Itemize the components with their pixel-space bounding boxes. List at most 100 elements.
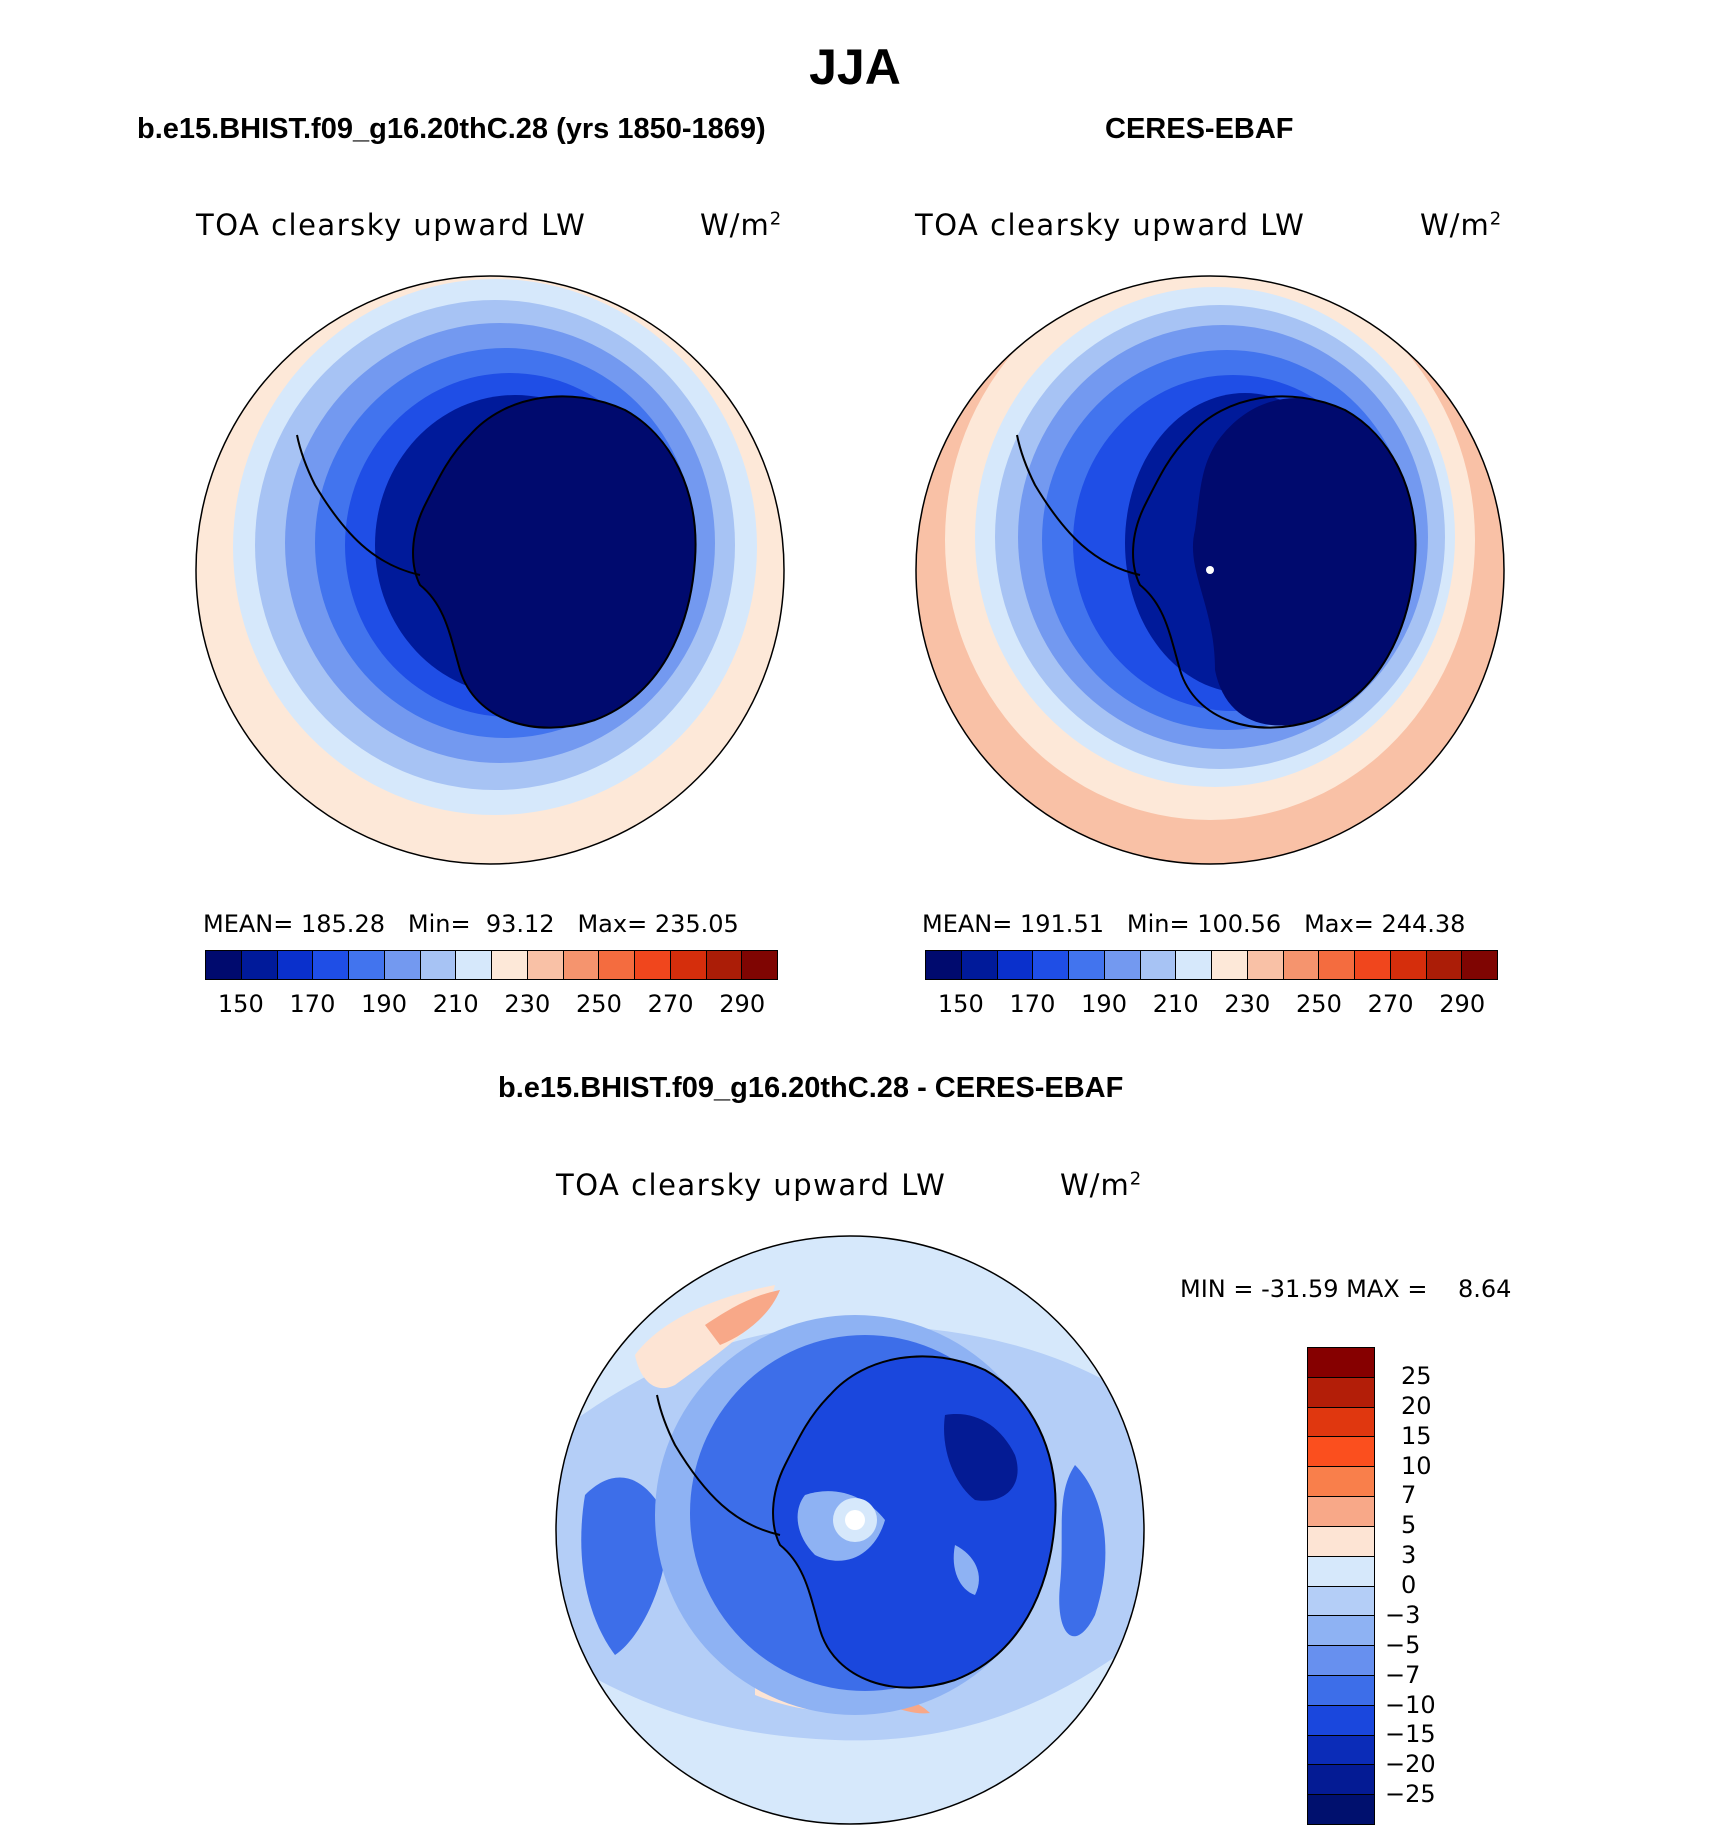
colorbar-tick-label: 190: [1081, 990, 1127, 1018]
colorbar-tick-label: −20: [1385, 1750, 1436, 1779]
colorbar-tick-label: 150: [217, 990, 264, 1018]
model-polar-map: [195, 275, 785, 865]
colorbar-swatch: [1308, 1556, 1374, 1587]
colorbar-swatch: [1308, 1526, 1374, 1557]
model-stats: MEAN= 185.28 Min= 93.12 Max= 235.05: [203, 910, 739, 938]
diff-units-label: W/m2: [1060, 1168, 1143, 1202]
colorbar-swatch: [1308, 1735, 1374, 1766]
colorbar-swatch: [1247, 951, 1284, 979]
colorbar-tick-label: −25: [1385, 1780, 1436, 1809]
colorbar-swatch: [1319, 951, 1355, 979]
colorbar-tick-label: 230: [504, 990, 551, 1018]
colorbar-swatch: [1308, 1377, 1374, 1408]
colorbar-tick-label: 270: [647, 990, 694, 1018]
colorbar-swatch: [742, 951, 777, 979]
colorbar-swatch: [420, 951, 457, 979]
colorbar-swatch: [1176, 951, 1212, 979]
model-variable-label: TOA clearsky upward LW: [196, 208, 587, 242]
model-panel-title: b.e15.BHIST.f09_g16.20thC.28 (yrs 1850-1…: [137, 113, 766, 145]
colorbar-swatch: [1140, 951, 1177, 979]
model-colorbar: [205, 950, 778, 980]
colorbar-swatch: [241, 951, 278, 979]
colorbar-swatch: [1308, 1646, 1374, 1676]
diff-variable-label: TOA clearsky upward LW: [556, 1168, 947, 1202]
colorbar-tick-label: 210: [1152, 990, 1199, 1018]
colorbar-tick-label: 150: [937, 990, 984, 1018]
colorbar-tick-label: 190: [361, 990, 407, 1018]
colorbar-tick-label: 170: [289, 990, 336, 1018]
colorbar-swatch: [1308, 1705, 1374, 1736]
obs-variable-label: TOA clearsky upward LW: [915, 208, 1306, 242]
colorbar-swatch: [997, 951, 1034, 979]
diff-colorbar: [1307, 1347, 1375, 1825]
colorbar-tick-label: 25: [1401, 1361, 1432, 1390]
colorbar-tick-label: −15: [1385, 1720, 1436, 1749]
colorbar-tick-label: 270: [1367, 990, 1414, 1018]
colorbar-swatch: [527, 951, 564, 979]
colorbar-swatch: [1069, 951, 1105, 979]
colorbar-swatch: [1308, 1467, 1374, 1498]
colorbar-tick-label: 15: [1401, 1421, 1432, 1450]
colorbar-swatch: [1308, 1765, 1374, 1796]
colorbar-tick-label: −7: [1385, 1660, 1421, 1689]
colorbar-swatch: [1426, 951, 1463, 979]
colorbar-tick-label: 5: [1401, 1511, 1417, 1540]
colorbar-swatch: [706, 951, 743, 979]
colorbar-tick-label: −5: [1385, 1630, 1421, 1659]
colorbar-swatch: [277, 951, 314, 979]
colorbar-tick-label: 3: [1401, 1541, 1417, 1570]
colorbar-tick-label: 290: [719, 990, 766, 1018]
colorbar-tick-label: 10: [1401, 1451, 1432, 1480]
colorbar-tick-label: 210: [432, 990, 479, 1018]
colorbar-tick-label: −10: [1385, 1690, 1436, 1719]
obs-colorbar-ticks: 150 170 190 210 230 250 270 290: [925, 990, 1498, 1020]
figure-title: JJA: [809, 39, 901, 95]
colorbar-swatch: [1033, 951, 1069, 979]
colorbar-swatch: [1308, 1586, 1374, 1617]
colorbar-swatch: [1308, 1497, 1374, 1527]
colorbar-swatch: [1283, 951, 1320, 979]
colorbar-swatch: [926, 951, 962, 979]
colorbar-swatch: [1390, 951, 1427, 979]
diff-panel-title: b.e15.BHIST.f09_g16.20thC.28 - CERES-EBA…: [498, 1072, 1124, 1104]
colorbar-swatch: [635, 951, 671, 979]
obs-colorbar: [925, 950, 1498, 980]
obs-polar-map: [915, 275, 1505, 865]
colorbar-swatch: [492, 951, 528, 979]
colorbar-tick-label: −3: [1385, 1600, 1421, 1629]
colorbar-swatch: [961, 951, 998, 979]
diff-colorbar-ticks: 25 20 15 10 7 5 3 0 −3 −5 −7 −10 −15 −20 −25: [1385, 1347, 1505, 1825]
colorbar-swatch: [384, 951, 421, 979]
colorbar-tick-label: 250: [576, 990, 622, 1018]
colorbar-tick-label: 7: [1401, 1481, 1417, 1510]
model-units-label: W/m2: [700, 208, 783, 242]
diff-stats: MIN = -31.59 MAX = 8.64: [1180, 1275, 1512, 1303]
colorbar-swatch: [1212, 951, 1248, 979]
colorbar-tick-label: 170: [1009, 990, 1056, 1018]
colorbar-swatch: [1308, 1675, 1374, 1706]
colorbar-tick-label: 230: [1224, 990, 1271, 1018]
colorbar-swatch: [599, 951, 635, 979]
model-colorbar-ticks: 150 170 190 210 230 250 270 290: [205, 990, 778, 1020]
colorbar-swatch: [206, 951, 242, 979]
colorbar-tick-label: 20: [1401, 1391, 1432, 1420]
colorbar-tick-label: 290: [1439, 990, 1486, 1018]
colorbar-swatch: [1462, 951, 1497, 979]
colorbar-swatch: [563, 951, 600, 979]
colorbar-swatch: [313, 951, 349, 979]
colorbar-swatch: [1355, 951, 1391, 979]
colorbar-swatch: [1104, 951, 1141, 979]
colorbar-tick-label: 0: [1401, 1571, 1417, 1599]
colorbar-swatch: [1308, 1437, 1374, 1468]
colorbar-swatch: [1308, 1348, 1374, 1378]
obs-units-label: W/m2: [1420, 208, 1503, 242]
diff-polar-map: [555, 1235, 1145, 1825]
obs-stats: MEAN= 191.51 Min= 100.56 Max= 244.38: [922, 910, 1466, 938]
colorbar-tick-label: 250: [1296, 990, 1342, 1018]
colorbar-swatch: [1308, 1795, 1374, 1824]
obs-panel-title: CERES-EBAF: [1105, 113, 1294, 145]
colorbar-swatch: [670, 951, 707, 979]
colorbar-swatch: [1308, 1616, 1374, 1647]
colorbar-swatch: [349, 951, 385, 979]
colorbar-swatch: [1308, 1407, 1374, 1438]
